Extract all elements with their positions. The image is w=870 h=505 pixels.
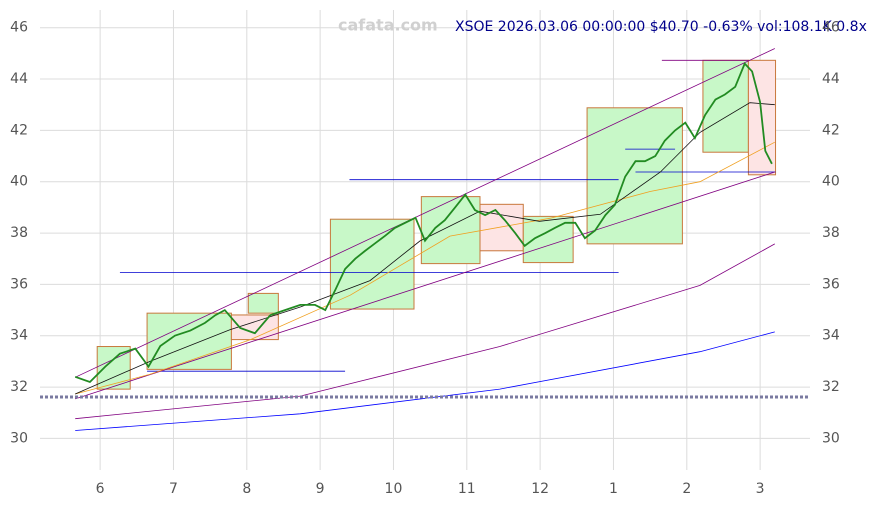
x-tick-label: 10	[385, 481, 403, 497]
price-box	[146, 312, 232, 370]
y-tick-label: 46	[10, 20, 28, 36]
y-tick-label-right: 38	[822, 225, 840, 241]
y-tick-label-right: 46	[822, 20, 840, 36]
y-tick-label: 40	[10, 174, 28, 190]
x-tick-label: 1	[609, 481, 618, 497]
price-box	[479, 203, 524, 252]
y-tick-label-right: 34	[822, 328, 840, 344]
y-tick-label-right: 42	[822, 122, 840, 138]
price-line	[74, 61, 773, 384]
y-tick-label: 30	[10, 430, 28, 446]
price-box	[247, 292, 279, 314]
y-tick-label: 34	[10, 328, 28, 344]
price-box	[522, 215, 574, 264]
lines	[74, 48, 776, 431]
indicator-line	[75, 331, 775, 431]
price-box	[702, 59, 749, 153]
indicator-line	[75, 102, 775, 395]
indicator-line	[75, 171, 775, 400]
x-tick-label: 7	[169, 481, 178, 497]
watermark: cafata.com	[338, 16, 438, 35]
price-box	[420, 196, 481, 265]
y-tick-label: 32	[10, 379, 28, 395]
price-box	[329, 218, 415, 310]
y-tick-label: 44	[10, 71, 28, 87]
y-tick-label-right: 36	[822, 276, 840, 292]
x-tick-label: 9	[316, 481, 325, 497]
indicator-line	[75, 48, 775, 378]
indicator-line	[75, 243, 775, 420]
y-tick-label-right: 32	[822, 379, 840, 395]
x-tick-label: 12	[531, 481, 549, 497]
price-box	[586, 107, 683, 245]
y-tick-label-right: 44	[822, 71, 840, 87]
y-tick-label: 38	[10, 225, 28, 241]
y-tick-label: 36	[10, 276, 28, 292]
indicator-line	[75, 141, 775, 395]
y-tick-label-right: 40	[822, 174, 840, 190]
x-tick-label: 3	[756, 481, 765, 497]
y-tick-label: 42	[10, 122, 28, 138]
x-tick-label: 8	[242, 481, 251, 497]
x-tick-label: 6	[96, 481, 105, 497]
x-tick-label: 2	[682, 481, 691, 497]
chart-title: XSOE 2026.03.06 00:00:00 $40.70 -0.63% v…	[455, 19, 867, 35]
x-tick-label: 11	[458, 481, 476, 497]
y-tick-label-right: 30	[822, 430, 840, 446]
